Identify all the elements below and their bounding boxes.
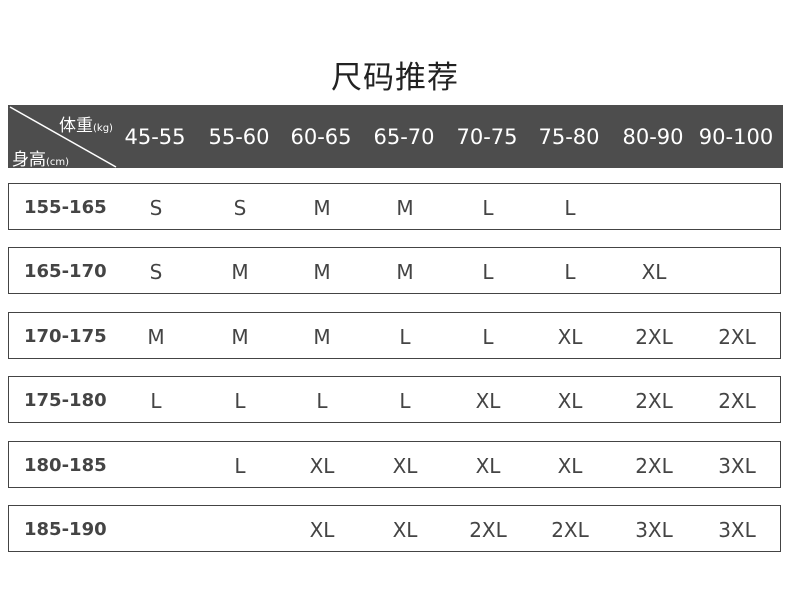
size-cell: M (231, 260, 249, 284)
size-cell: XL (309, 518, 335, 542)
size-cell: S (149, 196, 163, 220)
column-header: 70-75 (456, 125, 518, 149)
size-cell: XL (475, 454, 501, 478)
size-cell: M (313, 196, 331, 220)
row-height-label: 170-175 (24, 326, 107, 347)
size-cell: 2XL (718, 325, 756, 349)
size-cell: XL (557, 325, 583, 349)
size-cell: L (482, 325, 494, 349)
size-cell: L (482, 260, 494, 284)
size-cell: M (313, 325, 331, 349)
size-cell: 3XL (718, 518, 756, 542)
column-header: 45-55 (124, 125, 186, 149)
page-title: 尺码推荐 (331, 60, 459, 96)
row-height-label: 185-190 (24, 519, 107, 540)
size-cell: M (147, 325, 165, 349)
row-height-label: 155-165 (24, 197, 107, 218)
size-cell: 2XL (718, 389, 756, 413)
size-cell: L (564, 196, 576, 220)
height-unit: (cm) (46, 157, 70, 168)
column-header: 90-100 (698, 125, 774, 149)
size-cell: XL (309, 454, 335, 478)
size-cell: L (482, 196, 494, 220)
size-cell: M (313, 260, 331, 284)
size-cell: M (231, 325, 249, 349)
size-cell: 3XL (718, 454, 756, 478)
size-cell: L (399, 389, 411, 413)
size-cell: 3XL (635, 518, 673, 542)
size-cell: L (399, 325, 411, 349)
size-cell: L (316, 389, 328, 413)
size-cell: XL (392, 454, 418, 478)
weight-unit: (kg) (93, 123, 113, 134)
size-cell: 2XL (635, 325, 673, 349)
column-header: 65-70 (373, 125, 435, 149)
column-header: 75-80 (538, 125, 600, 149)
size-cell: L (234, 454, 246, 478)
size-cell: L (564, 260, 576, 284)
size-cell: 2XL (551, 518, 589, 542)
size-cell: 2XL (635, 389, 673, 413)
weight-label: 体重(kg) (59, 111, 113, 136)
weight-label-text: 体重 (59, 116, 93, 136)
table-row: 180-185 L XL XL XL XL 2XL 3XL (8, 441, 781, 488)
size-cell: M (396, 196, 414, 220)
table-row: 175-180 L L L L XL XL 2XL 2XL (8, 376, 781, 423)
column-header: 55-60 (208, 125, 270, 149)
table-row: 185-190 XL XL 2XL 2XL 3XL 3XL (8, 505, 781, 552)
size-cell: XL (557, 454, 583, 478)
table-row: 170-175 M M M L L XL 2XL 2XL (8, 312, 781, 359)
size-cell: 2XL (469, 518, 507, 542)
table-row: 155-165 S S M M L L (8, 183, 781, 230)
row-height-label: 175-180 (24, 390, 107, 411)
table-header: 体重(kg) 身高(cm) 45-55 55-60 60-65 65-70 70-75 7… (8, 105, 783, 170)
diagonal-divider (9, 106, 117, 168)
row-height-label: 180-185 (24, 455, 107, 476)
size-cell: L (234, 389, 246, 413)
column-header: 60-65 (290, 125, 352, 149)
size-cell: S (233, 196, 247, 220)
size-cell: XL (475, 389, 501, 413)
height-label: 身高(cm) (12, 145, 69, 170)
row-height-label: 165-170 (24, 261, 107, 282)
height-label-text: 身高 (12, 150, 46, 170)
size-cell: L (150, 389, 162, 413)
size-cell: M (396, 260, 414, 284)
size-cell: S (149, 260, 163, 284)
size-cell: XL (557, 389, 583, 413)
size-cell: XL (641, 260, 667, 284)
size-cell: 2XL (635, 454, 673, 478)
table-row: 165-170 S M M M L L XL (8, 247, 781, 294)
column-header: 80-90 (622, 125, 684, 149)
size-cell: XL (392, 518, 418, 542)
